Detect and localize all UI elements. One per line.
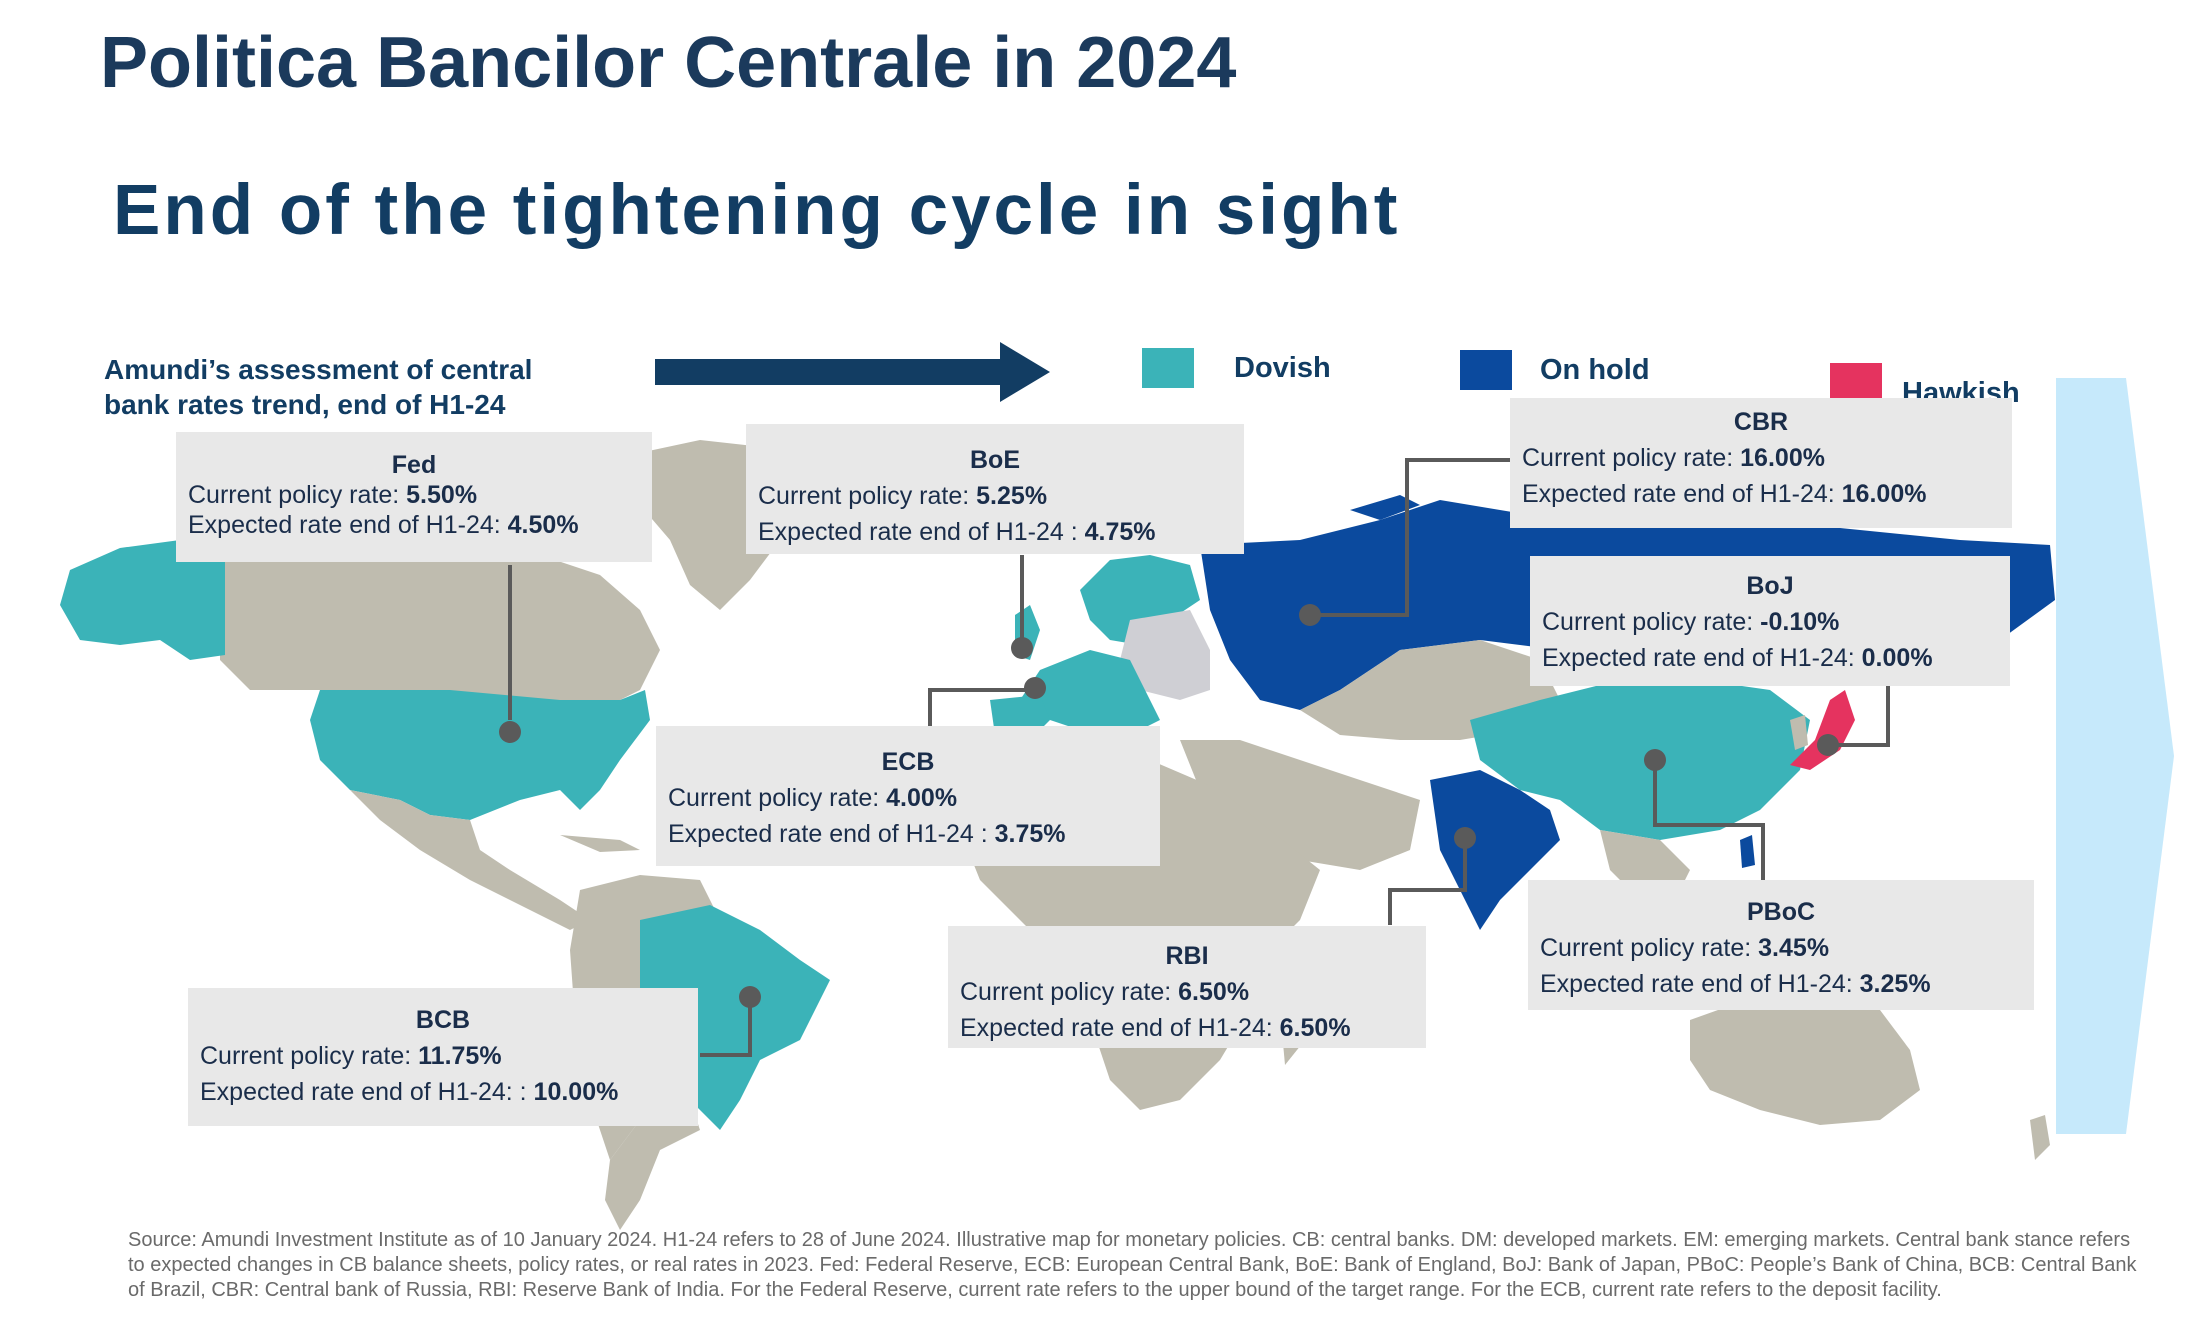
eastern-europe — [1120, 610, 1210, 700]
boj-expected: Expected rate end of H1-24: 0.00% — [1542, 644, 1933, 672]
bcb-expected: Expected rate end of H1-24: : 10.00% — [200, 1078, 619, 1106]
japan — [1790, 690, 1855, 770]
bcb-marker — [739, 986, 761, 1008]
cbr-box: CBR Current policy rate: 16.00% Expected… — [1510, 398, 2012, 528]
united-states — [310, 690, 650, 820]
ecb-box: ECB Current policy rate: 4.00% Expected … — [656, 726, 1160, 866]
boj-marker — [1817, 734, 1839, 756]
cbr-leader-line — [1310, 458, 1510, 617]
fed-box: Fed Current policy rate: 5.50% Expected … — [176, 432, 652, 562]
ecb-marker — [1024, 677, 1046, 699]
fed-current-value: 5.50% — [406, 481, 478, 509]
boj-box: BoJ Current policy rate: -0.10% Expected… — [1530, 556, 2010, 686]
source-footnote: Source: Amundi Investment Institute as o… — [128, 1229, 2137, 1301]
pboc-expected: Expected rate end of H1-24: 3.25% — [1540, 970, 1931, 998]
boe-expected: Expected rate end of H1-24 : 4.75% — [758, 518, 1156, 546]
rbi-expected: Expected rate end of H1-24: 6.50% — [960, 1014, 1351, 1042]
assessment-caption: Amundi’s assessment of central bank rate… — [104, 352, 532, 422]
boj-expected-value: 0.00% — [1861, 644, 1933, 672]
pboc-name: PBoC — [1746, 898, 1816, 926]
boe-expected-value: 4.75% — [1084, 518, 1156, 546]
caribbean — [560, 835, 640, 852]
scandinavia — [1080, 555, 1200, 645]
rbi-current: Current policy rate: 6.50% — [960, 978, 1250, 1006]
legend-dovish: Dovish — [1142, 348, 1331, 388]
canada — [220, 545, 660, 705]
cbr-expected: Expected rate end of H1-24: 16.00% — [1522, 480, 1927, 508]
ecb-expected-value: 3.75% — [994, 820, 1066, 848]
assessment-line-1: Amundi’s assessment of central — [104, 354, 533, 385]
bcb-expected-value: 10.00% — [533, 1078, 619, 1106]
pboc-marker — [1644, 749, 1666, 771]
mexico — [350, 790, 590, 930]
boj-leader-line — [1835, 680, 1890, 747]
ecb-leader-line — [928, 688, 1030, 726]
page-subtitle: End of the tightening cycle in sight — [113, 171, 1401, 250]
legend-hawkish-swatch — [1830, 362, 1882, 403]
fed-marker — [499, 721, 521, 743]
pboc-box: PBoC Current policy rate: 3.45% Expected… — [1528, 880, 2034, 1010]
middle-east — [1180, 740, 1420, 870]
alaska — [60, 540, 225, 660]
legend-on-hold-label: On hold — [1540, 353, 1650, 386]
side-chevron-arrow — [2056, 378, 2174, 1134]
russia-islands — [1350, 495, 1420, 520]
bcb-current-value: 11.75% — [418, 1042, 502, 1070]
ecb-name: ECB — [881, 748, 935, 776]
boe-current-value: 5.25% — [976, 482, 1048, 510]
assessment-line-2: bank rates trend, end of H1-24 — [104, 389, 506, 420]
philippines — [1740, 835, 1755, 868]
south-america-south — [605, 1100, 700, 1230]
cbr-current: Current policy rate: 16.00% — [1522, 444, 1825, 472]
rbi-marker — [1454, 827, 1476, 849]
bcb-current: Current policy rate: 11.75% — [200, 1042, 502, 1070]
fed-expected: Expected rate end of H1-24: 4.50% — [188, 511, 579, 539]
korea — [1790, 715, 1808, 750]
bcb-name: BCB — [415, 1006, 471, 1034]
rbi-leader-line — [1388, 840, 1467, 925]
rbi-name: RBI — [1165, 942, 1209, 970]
page-title: Politica Bancilor Centrale in 2024 — [100, 23, 1237, 103]
cbr-current-value: 16.00% — [1740, 444, 1825, 472]
rbi-box: RBI Current policy rate: 6.50% Expected … — [948, 926, 1426, 1048]
boe-marker — [1011, 637, 1033, 659]
boe-current: Current policy rate: 5.25% — [758, 482, 1048, 510]
cbr-expected-value: 16.00% — [1841, 480, 1927, 508]
ecb-current: Current policy rate: 4.00% — [668, 784, 958, 812]
fed-current: Current policy rate: 5.50% — [188, 481, 478, 509]
legend-on-hold: On hold — [1460, 350, 1650, 390]
bcb-box: BCB Current policy rate: 11.75% Expected… — [188, 988, 698, 1126]
cbr-marker — [1299, 604, 1321, 626]
pboc-leader-line — [1653, 760, 1765, 880]
right-arrow-icon — [655, 342, 1050, 402]
fed-expected-value: 4.50% — [507, 511, 579, 539]
rbi-expected-value: 6.50% — [1279, 1014, 1351, 1042]
legend-dovish-label: Dovish — [1234, 351, 1331, 384]
eurozone — [1020, 650, 1160, 740]
australia — [1690, 990, 1920, 1125]
boe-box: BoE Current policy rate: 5.25% Expected … — [746, 424, 1244, 554]
boj-name: BoJ — [1746, 572, 1794, 600]
boj-current-value: -0.10% — [1760, 608, 1840, 636]
rbi-current-value: 6.50% — [1178, 978, 1250, 1006]
cbr-name: CBR — [1733, 408, 1789, 436]
china — [1470, 680, 1810, 840]
boj-current: Current policy rate: -0.10% — [1542, 608, 1840, 636]
ecb-expected: Expected rate end of H1-24 : 3.75% — [668, 820, 1066, 848]
legend-dovish-swatch — [1142, 348, 1194, 388]
ecb-current-value: 4.00% — [886, 784, 958, 812]
pboc-expected-value: 3.25% — [1859, 970, 1931, 998]
pboc-current: Current policy rate: 3.45% — [1540, 934, 1830, 962]
boe-name: BoE — [970, 446, 1020, 474]
pboc-current-value: 3.45% — [1758, 934, 1830, 962]
bcb-leader-line — [700, 1000, 752, 1057]
legend-on-hold-swatch — [1460, 350, 1512, 390]
new-zealand — [2030, 1115, 2050, 1160]
fed-name: Fed — [391, 451, 437, 479]
